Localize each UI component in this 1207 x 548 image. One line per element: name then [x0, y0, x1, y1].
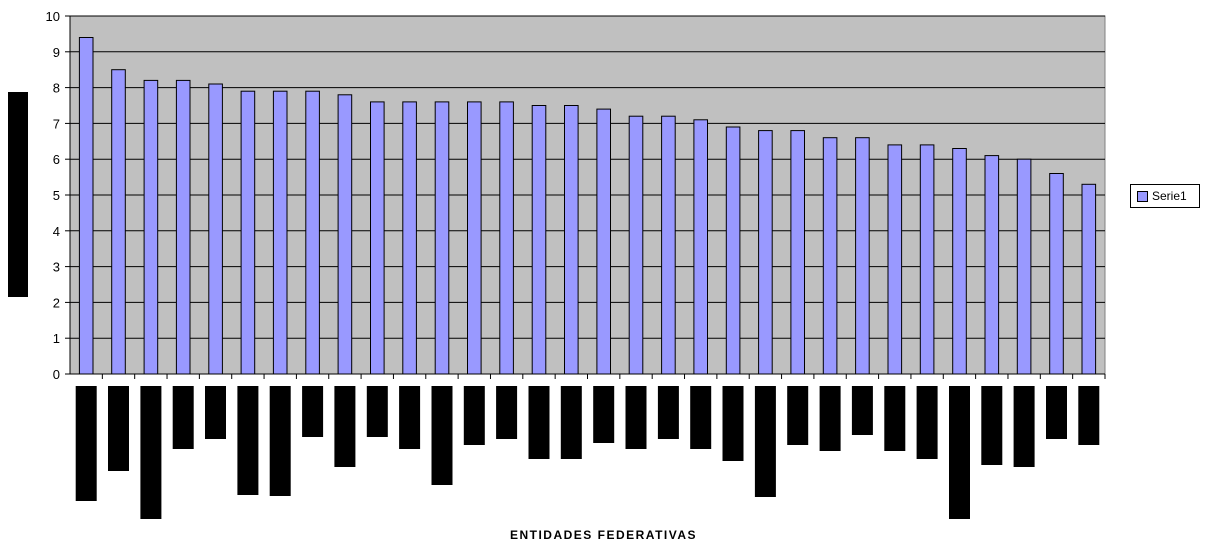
redacted-category-label — [722, 386, 744, 461]
redacted-category-label — [949, 386, 970, 519]
redacted-category-label — [366, 386, 388, 437]
x-axis-title: ENTIDADES FEDERATIVAS — [509, 528, 698, 542]
redacted-category-label — [884, 386, 906, 451]
bar — [693, 119, 709, 375]
y-tick-label: 1 — [53, 331, 60, 346]
redacted-category-label — [916, 386, 938, 459]
redacted-category-label — [205, 386, 226, 439]
redacted-category-label — [269, 386, 291, 496]
bars — [78, 37, 1106, 379]
bar — [337, 94, 353, 375]
redacted-category-label — [560, 386, 582, 459]
redacted-category-label — [237, 386, 259, 495]
bar — [596, 108, 612, 375]
redacted-category-label — [528, 386, 550, 459]
y-tick-label: 6 — [53, 152, 60, 167]
redacted-category-label — [593, 386, 615, 443]
bar — [240, 90, 256, 375]
redacted-category-label — [140, 386, 162, 519]
bar — [111, 69, 126, 375]
redacted-category-label — [496, 386, 518, 439]
bar — [822, 137, 838, 375]
bar — [370, 101, 385, 375]
y-axis-ticks: 0 1 2 3 4 5 6 7 8 9 10 — [46, 9, 70, 382]
redacted-category-label — [981, 386, 1003, 465]
y-tick-label: 7 — [53, 116, 60, 131]
redacted-category-label — [302, 386, 324, 437]
redacted-category-label — [399, 386, 421, 449]
redacted-category-label — [625, 386, 647, 449]
y-tick-label: 5 — [53, 188, 60, 203]
y-tick-label: 9 — [53, 45, 60, 60]
bar — [305, 90, 320, 375]
redacted-category-label — [754, 386, 776, 497]
bar — [758, 130, 773, 375]
bar — [175, 79, 191, 375]
bar — [1016, 158, 1032, 375]
bar — [402, 101, 417, 375]
redacted-category-label — [334, 386, 356, 467]
y-tick-label: 8 — [53, 81, 60, 96]
bar — [434, 101, 450, 375]
legend: Serie1 — [1130, 184, 1200, 208]
bar — [564, 105, 579, 375]
y-tick-label: 0 — [53, 367, 60, 382]
bar — [790, 130, 806, 375]
redacted-category-label — [1046, 386, 1067, 439]
redacted-category-label — [1078, 386, 1100, 445]
bar — [272, 90, 288, 375]
bar — [208, 83, 223, 375]
redacted-category-label — [431, 386, 453, 485]
redacted-category-label — [657, 386, 679, 439]
bar — [952, 148, 967, 375]
redacted-category-label — [1013, 386, 1035, 467]
y-tick-label: 2 — [53, 295, 60, 310]
redacted-category-label — [75, 386, 97, 501]
redacted-category-label — [463, 386, 485, 445]
redacted-category-label — [787, 386, 809, 445]
bar — [855, 137, 870, 375]
bar — [531, 105, 547, 375]
bar — [78, 37, 94, 375]
bar — [984, 155, 1000, 375]
y-tick-label: 10 — [46, 9, 60, 24]
y-tick-label: 3 — [53, 260, 60, 275]
redacted-category-label — [851, 386, 873, 435]
redacted-category-label — [819, 386, 841, 451]
bar — [499, 101, 514, 375]
legend-label-serie1: Serie1 — [1152, 189, 1187, 203]
bar — [628, 115, 644, 375]
redacted-category-label — [172, 386, 194, 449]
redacted-category-label — [108, 386, 129, 471]
bar — [467, 101, 482, 375]
bar — [143, 79, 159, 375]
bar — [1049, 173, 1064, 375]
bar — [1081, 183, 1097, 375]
redacted-category-label — [690, 386, 712, 449]
bar — [725, 126, 741, 375]
bar — [887, 144, 903, 375]
bar — [661, 115, 676, 375]
bar — [919, 144, 935, 375]
redacted-y-axis-label — [8, 92, 28, 297]
y-tick-label: 4 — [53, 224, 60, 239]
redacted-category-labels — [75, 386, 1100, 519]
legend-swatch — [1137, 190, 1148, 202]
